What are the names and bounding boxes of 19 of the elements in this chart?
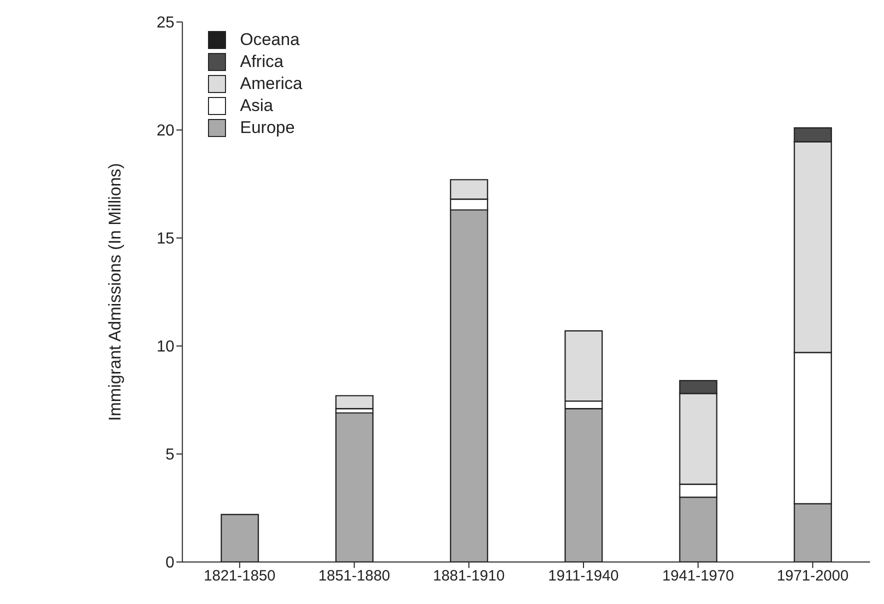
x-tick-label: 1971-2000 (776, 568, 849, 585)
y-tick-label: 20 (156, 122, 174, 140)
y-tick-label: 15 (156, 230, 174, 248)
legend-label: Africa (240, 52, 284, 72)
legend-label: Europe (240, 118, 295, 138)
y-axis-title: Immigrant Admissions (In Millions) (105, 163, 124, 421)
x-tick-label: 1881-1910 (433, 568, 505, 585)
x-tick-label: 1911-1940 (548, 568, 619, 585)
legend-label: Oceana (240, 30, 300, 50)
y-tick-label: 5 (165, 446, 174, 464)
x-tick-label: 1821-1850 (204, 568, 276, 585)
bar (335, 395, 374, 410)
x-tick-label: 1851-1880 (318, 568, 390, 585)
y-tick-label: 10 (156, 338, 174, 356)
y-tick-label: 25 (156, 14, 174, 32)
legend-label: America (240, 74, 302, 94)
legend-label: Asia (240, 96, 274, 116)
x-tick-label: 1941-1970 (662, 568, 734, 585)
y-tick-label: 0 (165, 554, 174, 572)
